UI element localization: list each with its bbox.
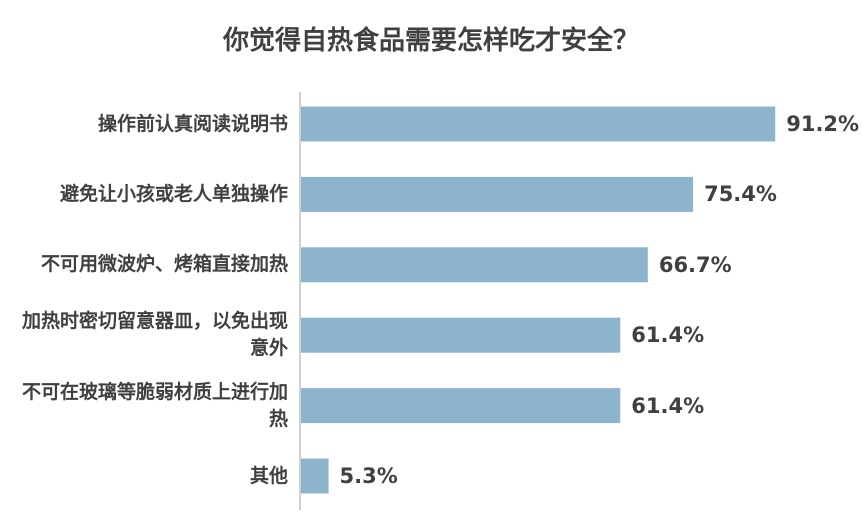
category-label: 不可用微波炉、烤箱直接加热 bbox=[40, 253, 288, 276]
bar-value-label: 75.4% bbox=[704, 182, 777, 207]
bar bbox=[301, 388, 621, 424]
bar bbox=[301, 247, 648, 283]
category-label: 不可在玻璃等脆弱材质上进行加热 bbox=[21, 380, 288, 430]
chart-title: 你觉得自热食品需要怎样吃才安全？ bbox=[222, 26, 639, 56]
bar bbox=[301, 458, 329, 494]
category-label: 其他 bbox=[249, 464, 288, 487]
category-label: 避免让小孩或老人单独操作 bbox=[59, 182, 288, 205]
bar bbox=[301, 106, 776, 142]
bar bbox=[301, 176, 694, 212]
category-label: 操作前认真阅读说明书 bbox=[97, 112, 288, 135]
bar-value-label: 5.3% bbox=[339, 464, 398, 488]
bar-value-label: 66.7% bbox=[658, 252, 732, 277]
category-label: 加热时密切留意器皿，以免出现意外 bbox=[21, 310, 288, 360]
bar-value-label: 91.2% bbox=[786, 112, 860, 136]
bar-value-label: 61.4% bbox=[631, 393, 705, 418]
bar bbox=[301, 317, 621, 353]
bar-value-label: 61.4% bbox=[631, 323, 705, 348]
